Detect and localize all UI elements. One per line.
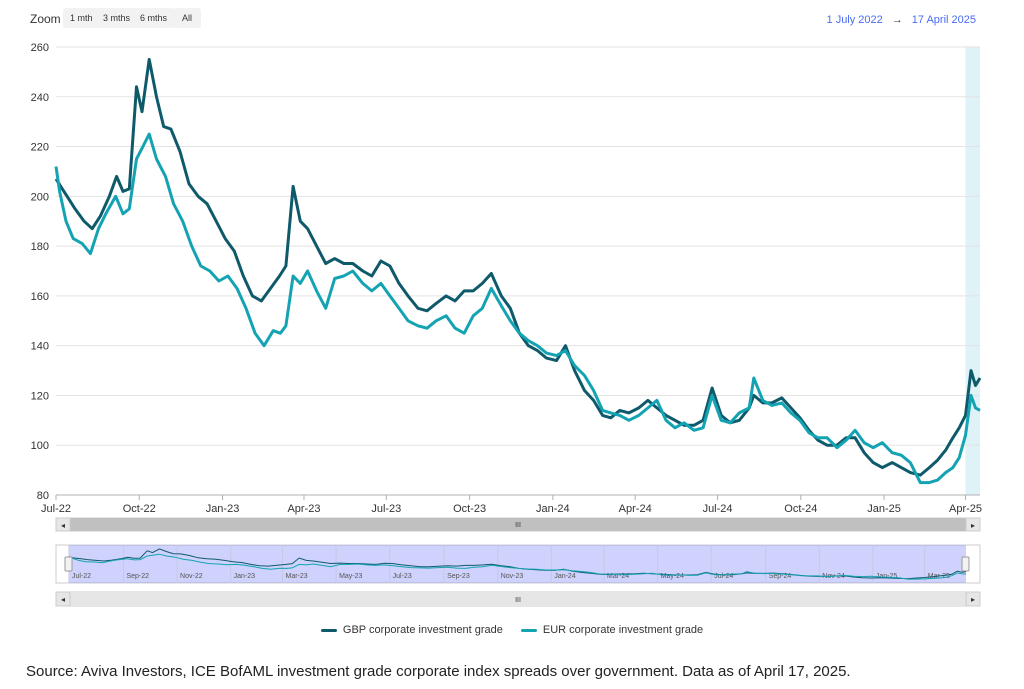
navigator-tick-label: May-23 <box>339 573 362 580</box>
series-line-gbp[interactable] <box>54 57 982 477</box>
spread-chart: 80 100 120 140 160 180 200 220 240 260 Jul-22 Oct-2… <box>31 42 982 607</box>
navigator-tick-label: Mar-23 <box>285 573 307 580</box>
x-tick-label: Jul-23 <box>371 503 401 515</box>
navigator-tick-label: Sep-22 <box>126 573 149 580</box>
legend: GBP corporate investment grade EUR corpo… <box>0 624 1024 636</box>
x-tick-label: Apr-25 <box>949 503 982 515</box>
navigator-scrollbar[interactable]: ◂ ▸ III <box>55 591 981 607</box>
date-from-input[interactable]: 1 July 2022 <box>826 14 883 26</box>
y-tick-label: 80 <box>37 490 49 502</box>
y-tick-label: 100 <box>31 440 49 452</box>
y-tick-label: 240 <box>31 92 49 104</box>
zoom-all-button[interactable]: All <box>173 8 202 28</box>
zoom-3-months-button[interactable]: 3 mths <box>96 8 138 28</box>
main-scrollbar[interactable]: ◂ ▸ III <box>55 517 981 532</box>
x-tick-label: Jul-22 <box>41 503 71 515</box>
navigator-tick-label: Sep-23 <box>447 573 470 580</box>
navigator-tick-label: May-24 <box>661 573 684 580</box>
zoom-1-month-button[interactable]: 1 mth <box>63 8 100 28</box>
date-range: 1 July 2022 → 17 April 2025 <box>827 14 976 26</box>
main-scrollbar-left-arrow-icon[interactable]: ◂ <box>61 521 65 530</box>
legend-item-gbp[interactable]: GBP corporate investment grade <box>320 624 503 636</box>
navigator-tick-label: Nov-22 <box>180 573 203 580</box>
navigator-tick-label: Jan-25 <box>876 573 898 580</box>
navigator-tick-label: Sep-24 <box>769 573 792 580</box>
series-line-eur[interactable] <box>54 132 981 485</box>
y-tick-label: 140 <box>31 341 49 353</box>
navigator-tick-label: Mar-24 <box>607 573 629 580</box>
navigator-scrollbar-left-button[interactable] <box>55 591 71 607</box>
navigator-scrollbar-left-arrow-icon[interactable]: ◂ <box>61 595 65 604</box>
main-scrollbar-right-button[interactable] <box>965 517 981 532</box>
navigator-left-handle[interactable] <box>64 556 73 572</box>
x-tick-label: Jan-23 <box>206 503 240 515</box>
navigator-right-handle[interactable] <box>961 556 970 572</box>
legend-label-eur: EUR corporate investment grade <box>542 624 704 636</box>
source-note: Source: Aviva Investors, ICE BofAML inve… <box>26 663 851 680</box>
navigator-tick-label: Jul-23 <box>393 573 412 580</box>
navigator-line-eur <box>68 553 967 580</box>
x-tick-label: Apr-23 <box>287 503 320 515</box>
navigator-tick-label: Nov-23 <box>501 573 524 580</box>
navigator[interactable]: Jul-22 Sep-22 Nov-22 Jan-23 Mar-23 May-23 Jul-… <box>55 544 981 584</box>
navigator-tick-label: Jul-22 <box>72 573 91 580</box>
y-tick-label: 260 <box>31 42 49 54</box>
x-tick-label: Jul-24 <box>703 503 733 515</box>
navigator-scrollbar-right-arrow-icon[interactable]: ▸ <box>971 595 975 604</box>
y-tick-label: 220 <box>31 142 49 154</box>
x-tick-label: Apr-24 <box>619 503 652 515</box>
x-tick-label: Oct-24 <box>784 503 817 515</box>
y-tick-label: 200 <box>31 191 49 203</box>
legend-swatch-gbp <box>320 628 337 632</box>
navigator-scrollbar-grip-icon[interactable]: III <box>515 597 521 604</box>
y-tick-label: 180 <box>31 241 49 253</box>
navigator-tick-label: Jan-24 <box>554 573 576 580</box>
legend-item-eur[interactable]: EUR corporate investment grade <box>520 624 704 636</box>
main-scrollbar-thumb[interactable] <box>70 518 966 531</box>
legend-label-gbp: GBP corporate investment grade <box>342 624 503 636</box>
navigator-scrollbar-right-button[interactable] <box>965 591 981 607</box>
x-tick-label: Jan-25 <box>867 503 901 515</box>
x-tick-label: Oct-22 <box>123 503 156 515</box>
date-to-input[interactable]: 17 April 2025 <box>911 14 976 26</box>
legend-swatch-eur <box>520 628 537 632</box>
x-tick-label: Oct-23 <box>453 503 486 515</box>
date-range-arrow-icon: → <box>891 14 903 26</box>
main-scrollbar-right-arrow-icon[interactable]: ▸ <box>971 521 975 530</box>
y-tick-label: 160 <box>31 291 49 303</box>
main-scrollbar-left-button[interactable] <box>55 517 71 532</box>
navigator-scrollbar-thumb[interactable] <box>70 592 966 606</box>
navigator-tick-label: Jul-24 <box>714 573 733 580</box>
main-scrollbar-grip-icon[interactable]: III <box>515 522 521 529</box>
x-tick-label: Jan-24 <box>536 503 570 515</box>
zoom-6-months-button[interactable]: 6 mths <box>133 8 175 28</box>
y-tick-label: 120 <box>31 390 49 402</box>
zoom-label: Zoom <box>30 12 61 26</box>
navigator-tick-label: Jan-23 <box>234 573 256 580</box>
